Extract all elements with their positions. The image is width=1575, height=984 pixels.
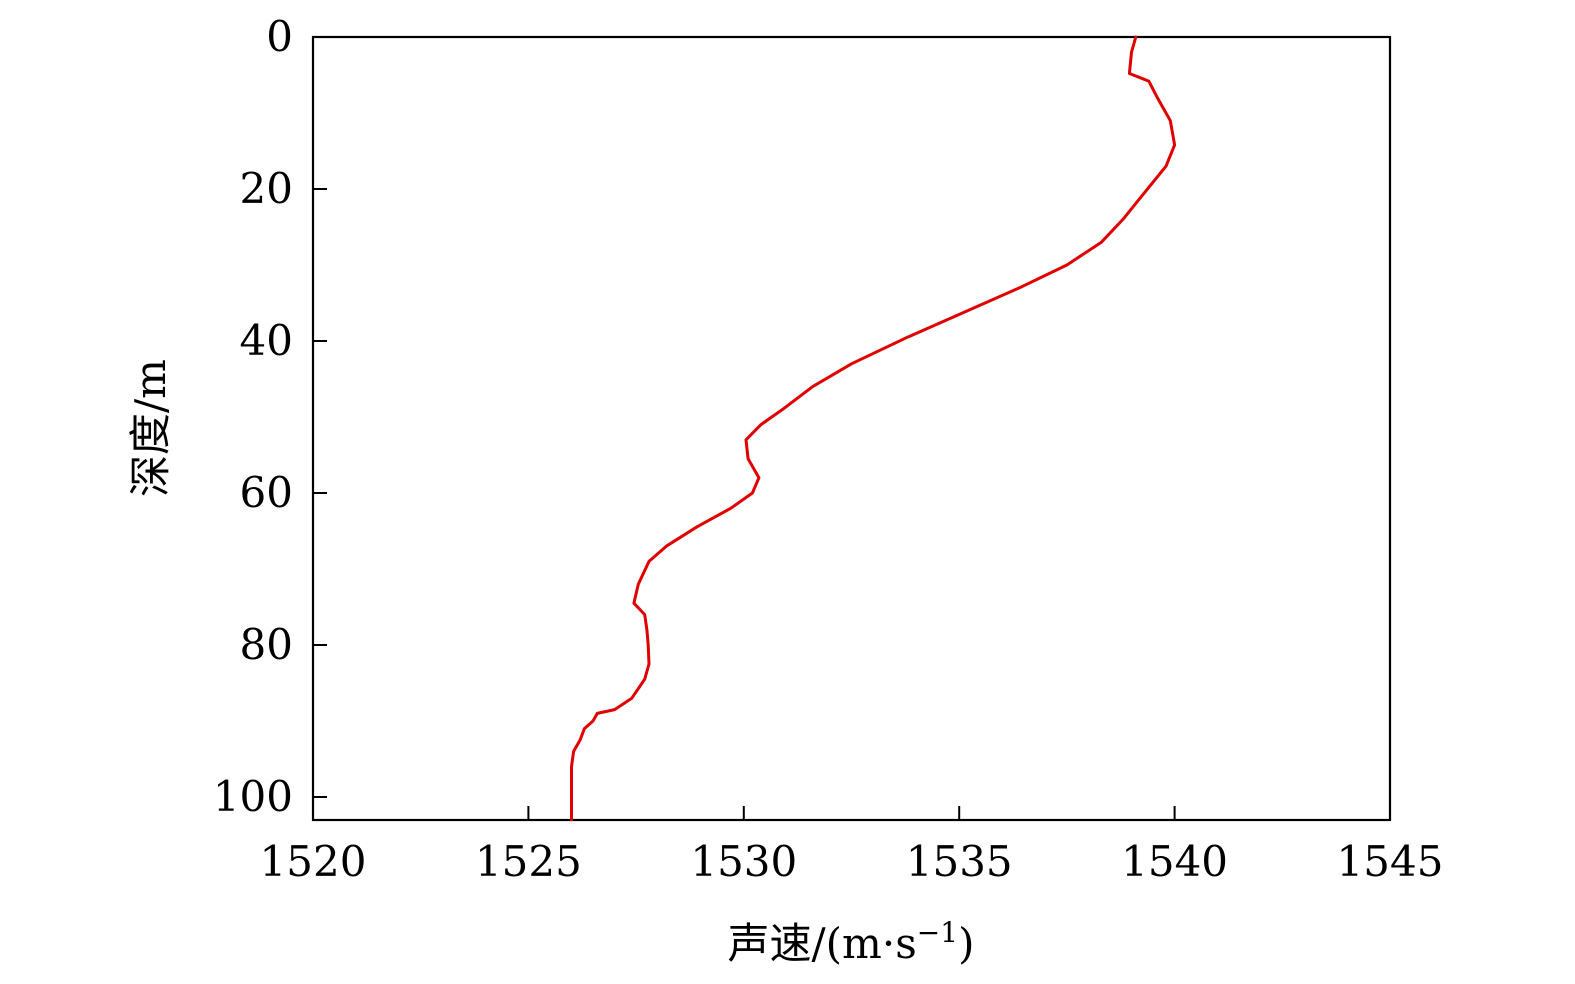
x-axis-title-superscript: −1: [917, 916, 958, 949]
y-tick-label: 40: [240, 316, 293, 365]
y-tick-label: 100: [213, 772, 293, 821]
series-layer: [570, 35, 1177, 822]
x-tick-label: 1530: [690, 837, 797, 886]
x-axis-title-close: ): [958, 919, 974, 968]
x-tick-label: 1520: [260, 837, 367, 886]
x-tick-label: 1535: [906, 837, 1013, 886]
x-axis-title: 声速/(m·s−1): [728, 916, 975, 968]
x-axis-title-main: 声速/(m·s: [728, 919, 917, 968]
y-axis-ticks: 0 20 40 60 80 100: [213, 12, 327, 821]
y-tick-label: 80: [240, 620, 293, 669]
sound-speed-line: [570, 35, 1177, 822]
plot-area-frame: [311, 35, 1392, 822]
x-axis-ticks: 1520 1525 1530 1535 1540 1545: [260, 806, 1444, 886]
x-tick-label: 1540: [1121, 837, 1228, 886]
x-tick-label: 1525: [475, 837, 582, 886]
y-tick-label: 20: [240, 164, 293, 213]
y-axis-title: 深度/m: [126, 359, 175, 497]
x-tick-label: 1545: [1337, 837, 1444, 886]
y-tick-label: 0: [266, 12, 293, 61]
y-tick-label: 60: [240, 468, 293, 517]
